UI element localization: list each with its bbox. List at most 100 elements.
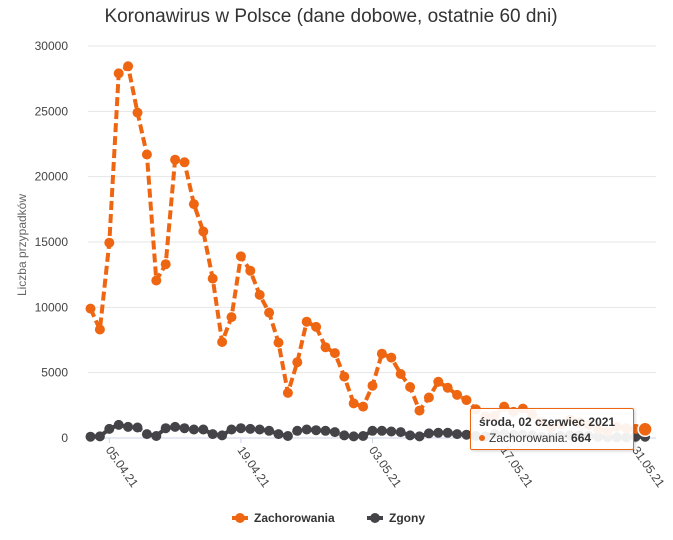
legend-label: Zgony bbox=[389, 511, 425, 525]
data-point[interactable] bbox=[113, 419, 124, 430]
data-point[interactable] bbox=[254, 289, 265, 300]
data-point[interactable] bbox=[301, 316, 312, 327]
data-point[interactable] bbox=[395, 427, 406, 438]
data-point[interactable] bbox=[348, 431, 359, 442]
data-point[interactable] bbox=[264, 307, 275, 318]
data-point[interactable] bbox=[245, 265, 256, 276]
data-point[interactable] bbox=[188, 424, 199, 435]
data-point[interactable] bbox=[160, 423, 171, 434]
data-point[interactable] bbox=[198, 226, 209, 237]
data-point[interactable] bbox=[94, 431, 105, 442]
data-point[interactable] bbox=[452, 429, 463, 440]
data-point[interactable] bbox=[358, 401, 369, 412]
data-point[interactable] bbox=[94, 324, 105, 335]
data-point[interactable] bbox=[386, 426, 397, 437]
data-point[interactable] bbox=[170, 421, 181, 432]
data-point[interactable] bbox=[217, 337, 228, 347]
tooltip-separator: : bbox=[564, 431, 572, 445]
data-point[interactable] bbox=[226, 424, 237, 435]
y-tick-label: 20000 bbox=[35, 170, 69, 184]
data-point[interactable] bbox=[235, 251, 246, 262]
data-point[interactable] bbox=[405, 382, 416, 392]
data-point[interactable] bbox=[273, 337, 284, 348]
data-point[interactable] bbox=[358, 431, 369, 441]
legend-marker bbox=[370, 513, 380, 523]
data-point[interactable] bbox=[329, 348, 340, 359]
data-point[interactable] bbox=[329, 427, 340, 438]
data-point[interactable] bbox=[188, 199, 199, 210]
data-point[interactable] bbox=[282, 431, 293, 441]
tooltip-date: środa, 02 czerwiec 2021 bbox=[479, 415, 616, 429]
data-point[interactable] bbox=[123, 421, 134, 432]
data-point[interactable] bbox=[179, 423, 190, 434]
legend-label: Zachorowania bbox=[254, 511, 335, 525]
data-point[interactable] bbox=[348, 398, 359, 409]
data-point[interactable] bbox=[104, 237, 115, 248]
data-point[interactable] bbox=[207, 273, 218, 284]
y-axis-title: Liczba przypadków bbox=[15, 194, 29, 296]
x-tick-label: 05.04.21 bbox=[103, 444, 141, 491]
data-point[interactable] bbox=[123, 61, 134, 72]
legend-item-zgony[interactable]: Zgony bbox=[367, 511, 425, 525]
data-point[interactable] bbox=[292, 357, 303, 368]
data-point[interactable] bbox=[320, 425, 331, 436]
data-point[interactable] bbox=[207, 429, 218, 440]
data-point[interactable] bbox=[254, 424, 265, 435]
data-point[interactable] bbox=[226, 312, 237, 323]
legend-item-zachorowania[interactable]: Zachorowania bbox=[232, 511, 335, 525]
data-point[interactable] bbox=[339, 371, 350, 382]
data-point[interactable] bbox=[113, 68, 124, 79]
data-point[interactable] bbox=[461, 395, 472, 406]
data-point[interactable] bbox=[104, 423, 115, 434]
series-zachorowania bbox=[85, 61, 653, 438]
x-tick-label: 19.04.21 bbox=[234, 444, 272, 491]
data-point[interactable] bbox=[132, 107, 143, 118]
data-point[interactable] bbox=[264, 425, 275, 436]
data-point[interactable] bbox=[637, 421, 653, 438]
data-point[interactable] bbox=[85, 303, 96, 314]
data-point[interactable] bbox=[339, 430, 350, 441]
y-tick-label: 0 bbox=[61, 431, 68, 445]
data-point[interactable] bbox=[376, 348, 387, 359]
data-point[interactable] bbox=[132, 422, 143, 433]
data-point[interactable] bbox=[433, 427, 444, 438]
data-point[interactable] bbox=[414, 405, 425, 416]
data-point[interactable] bbox=[170, 154, 181, 165]
data-point[interactable] bbox=[320, 342, 331, 353]
data-point[interactable] bbox=[282, 387, 293, 398]
data-point[interactable] bbox=[442, 382, 453, 393]
data-point[interactable] bbox=[245, 423, 256, 434]
data-point[interactable] bbox=[292, 425, 303, 436]
series-line bbox=[88, 64, 646, 434]
data-point[interactable] bbox=[311, 321, 322, 332]
data-point[interactable] bbox=[198, 424, 209, 435]
data-point[interactable] bbox=[151, 431, 162, 441]
data-point[interactable] bbox=[235, 423, 246, 434]
data-point[interactable] bbox=[273, 429, 284, 440]
data-point[interactable] bbox=[367, 380, 378, 391]
data-point[interactable] bbox=[376, 425, 387, 436]
grid bbox=[88, 45, 656, 374]
data-point[interactable] bbox=[452, 389, 463, 400]
data-point[interactable] bbox=[414, 431, 425, 442]
data-point[interactable] bbox=[367, 425, 378, 436]
data-point[interactable] bbox=[217, 430, 228, 441]
data-point[interactable] bbox=[442, 427, 453, 438]
data-point[interactable] bbox=[301, 424, 312, 435]
data-point[interactable] bbox=[311, 425, 322, 436]
data-point[interactable] bbox=[423, 428, 434, 439]
data-point[interactable] bbox=[85, 431, 96, 442]
y-tick-label: 30000 bbox=[35, 39, 69, 53]
data-point[interactable] bbox=[395, 369, 406, 379]
data-point[interactable] bbox=[141, 429, 152, 440]
data-point[interactable] bbox=[386, 352, 397, 363]
data-point[interactable] bbox=[461, 429, 472, 440]
data-point[interactable] bbox=[179, 157, 190, 168]
legend-marker bbox=[235, 513, 245, 523]
data-point[interactable] bbox=[405, 430, 416, 441]
data-point[interactable] bbox=[433, 376, 444, 387]
data-point[interactable] bbox=[141, 149, 152, 160]
data-point[interactable] bbox=[151, 275, 162, 286]
data-point[interactable] bbox=[160, 259, 171, 270]
data-point[interactable] bbox=[423, 392, 434, 403]
